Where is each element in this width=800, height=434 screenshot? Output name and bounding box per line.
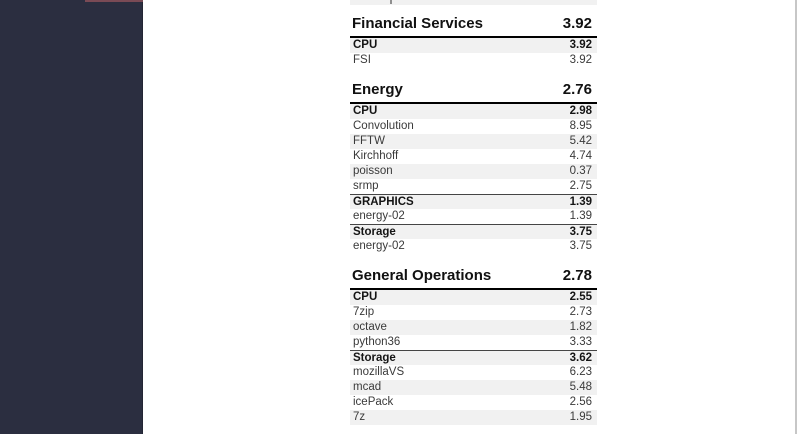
benchmark-row: Convolution 8.95 [350,119,597,134]
row-label: CPU [353,105,378,117]
row-value: 3.92 [569,54,592,66]
section-score: 3.92 [562,15,592,32]
row-label: GRAPHICS [353,195,414,208]
row-label: 7zip [353,306,375,318]
row-value: 0.37 [569,165,592,177]
app-sidebar [0,0,143,434]
row-label: energy-02 [353,210,405,222]
row-value: 6.23 [569,366,592,378]
group-row: CPU 3.92 [350,38,597,53]
row-label: FSI [353,54,371,66]
row-value: 3.92 [569,39,592,51]
page-right-border [795,0,797,434]
benchmark-row: 7zip 2.73 [350,305,597,320]
row-value: 3.75 [569,225,592,238]
row-value: 1.82 [569,321,592,333]
benchmark-row: FSI 3.92 [350,53,597,68]
benchmark-section: Financial Services 3.92 CPU 3.92 FSI 3.92 [350,14,597,68]
row-label: python36 [353,336,401,348]
row-label: poisson [353,165,393,177]
section-title: Financial Services [352,15,483,32]
row-label: Storage [353,225,396,238]
benchmark-row: energy-02 3.75 [350,239,597,254]
row-value: 2.56 [569,396,592,408]
row-value: 3.62 [569,351,592,364]
benchmark-row: 7z 1.95 [350,410,597,425]
row-value: 1.39 [569,210,592,222]
row-value: 8.95 [569,120,592,132]
benchmark-row: energy-02 1.39 [350,209,597,224]
benchmark-row: FFTW 5.42 [350,134,597,149]
row-label: mozillaVS [353,366,405,378]
cutoff-row-top [350,0,597,5]
row-label: octave [353,321,387,333]
benchmark-row: srmp 2.75 [350,179,597,194]
row-label: srmp [353,180,379,192]
row-label: Storage [353,351,396,364]
row-value: 2.98 [569,105,592,117]
benchmark-row: python36 3.33 [350,335,597,350]
row-label: FFTW [353,135,385,147]
row-label: mcad [353,381,382,393]
row-value: 3.75 [569,240,592,252]
row-value: 2.55 [569,291,592,303]
benchmark-section: Energy 2.76 CPU 2.98 Convolution 8.95 FFTW 5.42… [350,80,597,254]
row-label: CPU [353,291,378,303]
section-header: Financial Services 3.92 [350,14,597,38]
section-score: 2.76 [562,81,592,98]
row-value: 1.95 [569,411,592,423]
row-value: 5.42 [569,135,592,147]
row-value: 1.39 [569,195,592,208]
row-value: 4.74 [569,150,592,162]
row-label: energy-02 [353,240,405,252]
benchmark-row: poisson 0.37 [350,164,597,179]
group-row: Storage 3.62 [350,350,597,365]
row-value: 2.75 [569,180,592,192]
row-label: CPU [353,39,378,51]
benchmark-row: icePack 2.56 [350,395,597,410]
row-value: 3.33 [569,336,592,348]
benchmark-row: Kirchhoff 4.74 [350,149,597,164]
section-title: Energy [352,81,403,98]
benchmark-row: octave 1.82 [350,320,597,335]
group-row: Storage 3.75 [350,224,597,239]
group-row: CPU 2.98 [350,104,597,119]
section-header: Energy 2.76 [350,80,597,104]
benchmark-row: mozillaVS 6.23 [350,365,597,380]
benchmark-row: mcad 5.48 [350,380,597,395]
group-row: CPU 2.55 [350,290,597,305]
row-label: Convolution [353,120,414,132]
cutoff-text-fragment [390,0,392,4]
section-header: General Operations 2.78 [350,266,597,290]
row-value: 5.48 [569,381,592,393]
section-title: General Operations [352,267,492,284]
row-value: 2.73 [569,306,592,318]
sidebar-top-accent [85,0,143,2]
row-label: Kirchhoff [353,150,399,162]
report-table: Financial Services 3.92 CPU 3.92 FSI 3.92 Ener… [350,0,597,425]
benchmark-section: General Operations 2.78 CPU 2.55 7zip 2.73 oct… [350,266,597,425]
row-label: 7z [353,411,366,423]
group-row: GRAPHICS 1.39 [350,194,597,209]
row-label: icePack [353,396,394,408]
section-score: 2.78 [562,267,592,284]
